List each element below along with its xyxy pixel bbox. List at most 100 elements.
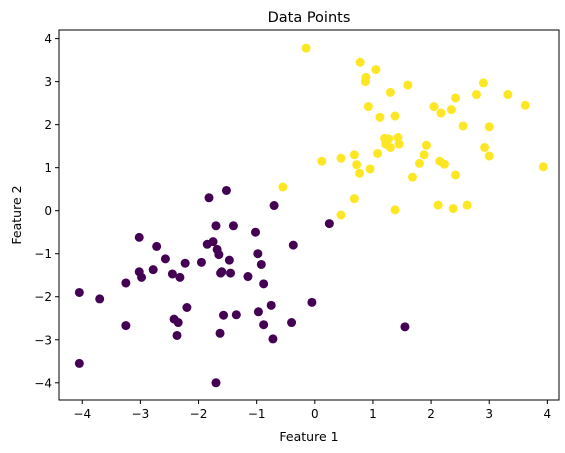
data-point <box>288 240 298 250</box>
data-point <box>204 193 214 203</box>
data-point <box>371 65 381 75</box>
x-tick-label: 2 <box>427 407 435 421</box>
data-point <box>221 185 231 195</box>
x-tick-label: −4 <box>73 407 91 421</box>
chart-title: Data Points <box>268 10 351 26</box>
data-point <box>307 297 317 307</box>
data-point <box>324 219 334 229</box>
data-point <box>355 57 365 67</box>
data-point <box>256 259 266 269</box>
data-points <box>74 43 548 388</box>
data-point <box>211 378 221 388</box>
data-point <box>385 87 395 97</box>
data-point <box>349 194 359 204</box>
data-point <box>253 249 263 259</box>
data-point <box>471 90 481 100</box>
data-point <box>121 321 131 331</box>
data-point <box>180 258 190 268</box>
data-point <box>231 310 241 320</box>
data-point <box>458 121 468 131</box>
data-point <box>375 112 385 122</box>
y-tick-label: −3 <box>34 333 52 347</box>
data-point <box>390 111 400 121</box>
data-point <box>228 221 238 231</box>
data-point <box>253 307 263 317</box>
data-point <box>214 250 224 260</box>
data-point <box>287 318 297 328</box>
x-axis-label: Feature 1 <box>279 429 338 444</box>
plot-frame <box>58 29 560 401</box>
data-point <box>301 43 311 53</box>
data-point <box>137 272 147 282</box>
data-point <box>439 159 449 169</box>
y-axis-label: Feature 2 <box>9 185 24 244</box>
data-point <box>121 278 131 288</box>
data-point <box>259 320 269 330</box>
data-point <box>278 182 288 192</box>
data-point <box>436 108 446 118</box>
y-axis-ticks: −4 −3 −2 −1 0 1 2 3 4 <box>34 32 59 390</box>
data-point <box>148 265 158 275</box>
data-point <box>268 334 278 344</box>
data-point <box>390 205 400 215</box>
y-tick-label: 3 <box>44 75 52 89</box>
data-point <box>336 210 346 220</box>
data-point <box>74 358 84 368</box>
y-tick-label: 0 <box>44 204 52 218</box>
data-point <box>361 72 371 82</box>
data-point <box>173 318 183 328</box>
data-point <box>224 255 234 265</box>
data-point <box>269 201 279 211</box>
data-point <box>172 330 182 340</box>
data-point <box>219 310 229 320</box>
data-point <box>451 170 461 180</box>
data-point <box>403 80 413 90</box>
data-point <box>266 300 276 310</box>
data-point <box>215 328 225 338</box>
x-tick-label: 0 <box>311 407 319 421</box>
data-point <box>175 272 185 282</box>
data-point <box>352 160 362 170</box>
data-point <box>414 158 424 168</box>
data-point <box>419 150 429 160</box>
data-point <box>226 268 236 278</box>
data-point <box>167 269 177 279</box>
data-point <box>251 227 261 237</box>
data-point <box>373 148 383 158</box>
data-point <box>349 150 359 160</box>
y-tick-label: −2 <box>34 290 52 304</box>
data-point <box>196 257 206 267</box>
y-tick-label: 1 <box>44 161 52 175</box>
data-point <box>243 272 253 282</box>
data-point <box>407 172 417 182</box>
data-point <box>363 102 373 112</box>
data-point <box>421 140 431 150</box>
x-tick-label: −2 <box>190 407 208 421</box>
data-point <box>160 254 170 264</box>
data-point <box>95 294 105 304</box>
data-point <box>484 122 494 132</box>
data-point <box>208 237 218 247</box>
data-point <box>429 102 439 112</box>
x-tick-label: −3 <box>132 407 150 421</box>
data-point <box>336 153 346 163</box>
x-tick-label: 4 <box>544 407 552 421</box>
data-point <box>394 139 404 149</box>
data-point <box>520 100 530 110</box>
data-point <box>74 287 84 297</box>
y-tick-label: −1 <box>34 247 52 261</box>
x-axis-ticks: −4 −3 −2 −1 0 1 2 3 4 <box>73 400 551 421</box>
data-point <box>217 267 227 277</box>
data-point <box>317 156 327 166</box>
data-point <box>182 303 192 312</box>
data-point <box>462 200 472 210</box>
data-point <box>448 204 458 214</box>
y-tick-label: −4 <box>34 376 52 390</box>
x-tick-label: 3 <box>485 407 493 421</box>
data-point <box>478 78 488 88</box>
data-point <box>365 164 375 174</box>
data-point <box>400 322 410 332</box>
data-point <box>385 142 395 152</box>
data-point <box>384 134 394 144</box>
